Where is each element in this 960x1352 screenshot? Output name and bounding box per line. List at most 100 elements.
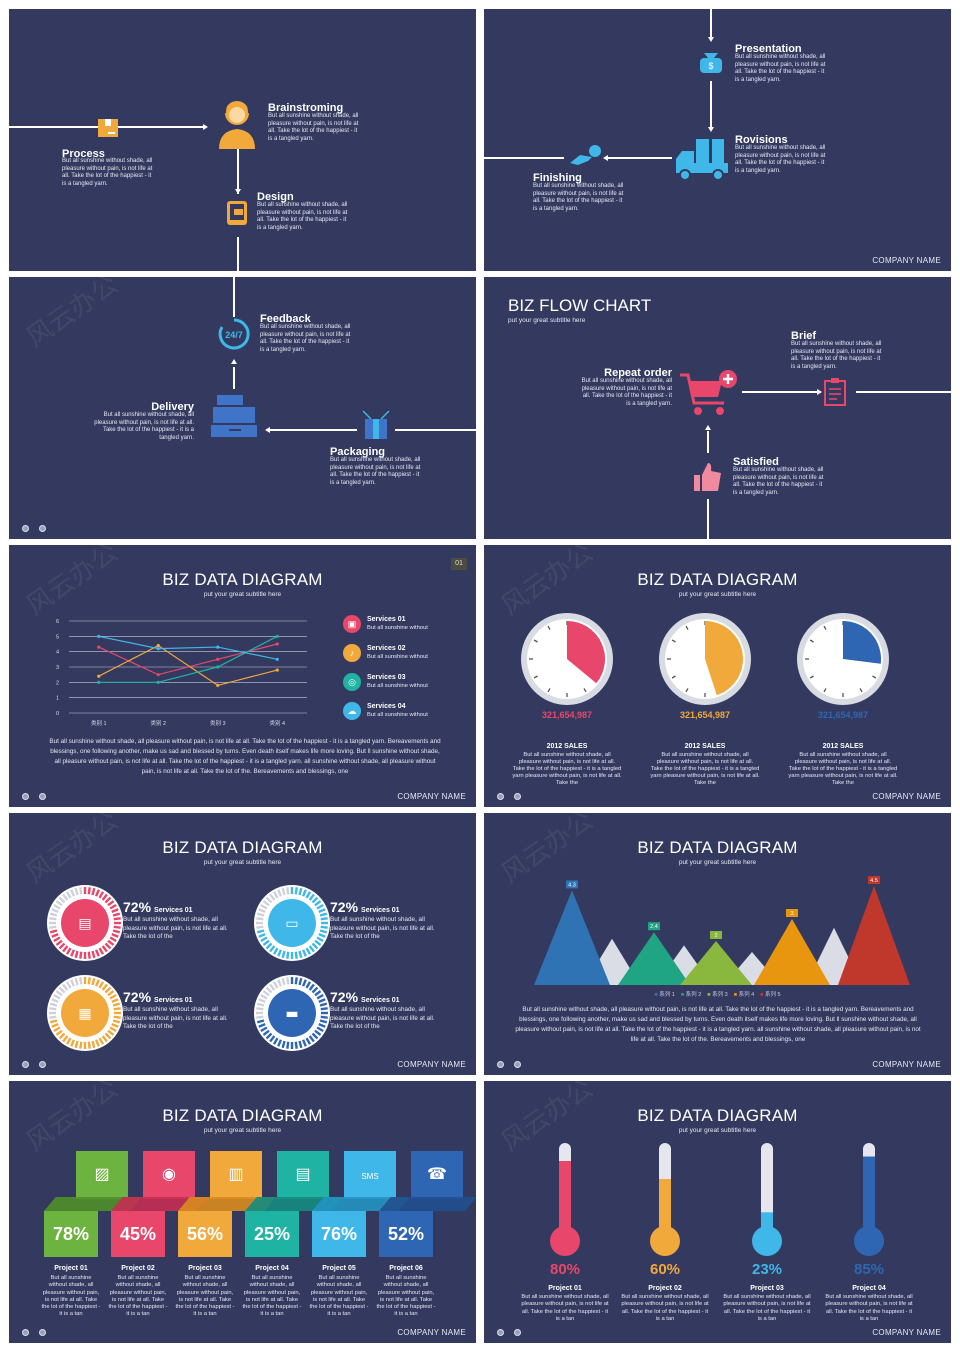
data-point	[275, 668, 279, 672]
next-dot[interactable]	[39, 1061, 46, 1068]
sales-clock	[659, 613, 751, 705]
prev-dot[interactable]	[497, 1329, 504, 1336]
prev-dot[interactable]	[497, 793, 504, 800]
connector-line	[237, 237, 239, 271]
delivery-truck-icon: ▬	[285, 1006, 298, 1022]
legend-label: 系列 4	[738, 992, 755, 998]
box-icon	[98, 119, 118, 137]
service-text: But all sunshine without shade, all plea…	[123, 1006, 228, 1030]
nav-dots	[22, 793, 46, 800]
prev-dot[interactable]	[22, 1329, 29, 1336]
y-tick-label: 2	[56, 680, 59, 686]
next-dot[interactable]	[514, 1061, 521, 1068]
finishing-title: Finishing	[533, 172, 582, 184]
presentation-text: But all sunshine without shade, all plea…	[735, 54, 826, 83]
thermo-title: Project 01	[548, 1285, 582, 1292]
arrow-icon	[603, 155, 608, 161]
support-247-icon: 24/7	[218, 318, 250, 350]
value-label: 2	[714, 933, 717, 939]
sales-value: 321,654,987	[679, 710, 731, 720]
package-icon	[362, 410, 390, 439]
thermometer	[550, 1143, 580, 1256]
legend-label: 系列 3	[712, 992, 728, 998]
payment-icon: ▭	[285, 916, 298, 932]
prev-dot[interactable]	[22, 1061, 29, 1068]
y-tick-label: 3	[56, 665, 59, 671]
project-percent: 76%	[312, 1211, 366, 1257]
page-subtitle: put your great subtitle here	[678, 1127, 757, 1134]
svg-text:$: $	[708, 61, 713, 71]
progress-ring: ▦	[47, 975, 123, 1051]
company-name: COMPANY NAME	[872, 792, 941, 801]
sales-text: But all sunshine without shade, all plea…	[650, 752, 760, 786]
service-text: But all sunshine without	[367, 683, 428, 689]
service-text: But all sunshine without shade, all plea…	[330, 916, 435, 940]
thermo-percent: 60%	[649, 1261, 681, 1278]
service-icon: ☁	[343, 702, 361, 720]
next-dot[interactable]	[39, 1329, 46, 1336]
project-icon-box: ◉	[143, 1151, 195, 1199]
service-percent: 72%	[123, 899, 152, 915]
series-line	[98, 635, 278, 660]
legend-item: ■ 系列 4	[734, 992, 754, 998]
mountain-peak	[534, 890, 610, 985]
thermo-level	[659, 1179, 671, 1239]
data-point	[97, 645, 101, 649]
arrow-icon	[817, 389, 822, 395]
data-point	[97, 680, 101, 684]
legend-item: ■ 系列 5	[760, 992, 780, 998]
thermometer	[752, 1143, 782, 1256]
disc-icon: ◉	[162, 1166, 176, 1183]
thermo-percent: 85%	[853, 1261, 885, 1278]
slide-mountain-chart: 风云办公 BIZ DATA DIAGRAM put your great sub…	[484, 813, 951, 1075]
data-point	[156, 680, 160, 684]
thermo-text: But all sunshine without shade, all plea…	[521, 1294, 609, 1322]
feedback-title: Feedback	[260, 313, 311, 325]
cash-register-icon	[211, 395, 257, 437]
money-bag-icon: $	[700, 53, 722, 73]
slide-sales-clocks: 风云办公 BIZ DATA DIAGRAM put your great sub…	[484, 545, 951, 807]
project-text: But all sunshine without shade, all plea…	[41, 1275, 101, 1318]
arrow-icon	[235, 189, 241, 194]
prev-dot[interactable]	[22, 525, 29, 532]
series-line	[98, 643, 278, 676]
connector-line	[233, 367, 235, 389]
thermo-percent: 80%	[549, 1261, 581, 1278]
thermo-bulb	[752, 1226, 782, 1256]
thermometer	[854, 1143, 884, 1256]
value-label: 3	[790, 911, 793, 917]
sales-value: 321,654,987	[817, 710, 869, 720]
service-title: Services 02	[367, 645, 406, 652]
next-dot[interactable]	[39, 793, 46, 800]
presentation-title: Presentation	[735, 43, 802, 55]
thermo-level	[863, 1156, 875, 1239]
project-text: But all sunshine without shade, all plea…	[376, 1275, 436, 1318]
project-text: But all sunshine without shade, all plea…	[242, 1275, 302, 1318]
nav-dots	[22, 525, 46, 532]
brainstorming-title: Brainstroming	[268, 102, 344, 114]
project-title: Project 03	[188, 1265, 222, 1272]
service-percent: 72%	[330, 989, 359, 1005]
connector-line	[742, 391, 818, 393]
watermark: 风云办公	[20, 277, 124, 353]
next-dot[interactable]	[514, 793, 521, 800]
service-icon: ▣	[343, 615, 361, 633]
rovisions-text: But all sunshine without shade, all plea…	[735, 145, 826, 174]
prev-dot[interactable]	[497, 1061, 504, 1068]
connector-line	[710, 81, 712, 129]
nav-dots	[497, 1061, 521, 1068]
page-subtitle: put your great subtitle here	[203, 1127, 282, 1134]
series-line	[98, 644, 278, 687]
satisfied-title: Satisfied	[733, 456, 779, 468]
progress-ring: ▬	[254, 975, 330, 1051]
legend-item: ■ 系列 3	[707, 992, 727, 998]
brief-text: But all sunshine without shade, all plea…	[791, 341, 882, 370]
thermo-text: But all sunshine without shade, all plea…	[621, 1294, 709, 1322]
rovisions-title: Rovisions	[735, 134, 788, 146]
prev-dot[interactable]	[22, 793, 29, 800]
value-tag	[786, 909, 798, 917]
y-tick-label: 0	[56, 711, 59, 717]
next-dot[interactable]	[514, 1329, 521, 1336]
next-dot[interactable]	[39, 525, 46, 532]
legend-label: 系列 2	[685, 992, 702, 998]
